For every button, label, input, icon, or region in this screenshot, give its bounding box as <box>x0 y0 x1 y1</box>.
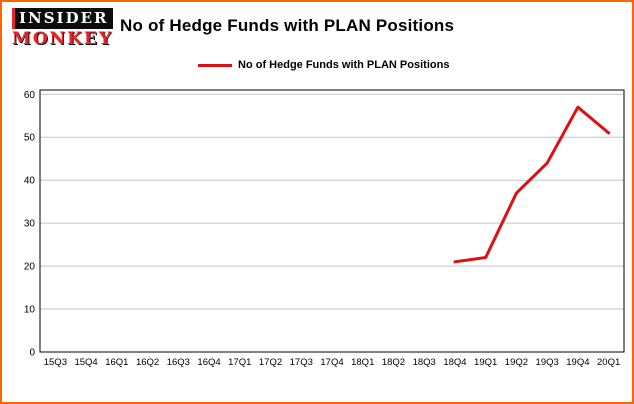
y-tick-label: 40 <box>24 176 36 187</box>
x-tick-label: 15Q3 <box>44 357 67 368</box>
legend-label: No of Hedge Funds with PLAN Positions <box>238 59 450 71</box>
y-tick-label: 10 <box>24 305 36 316</box>
x-tick-label: 17Q3 <box>290 357 313 368</box>
x-tick-label: 16Q1 <box>105 357 128 368</box>
x-tick-label: 16Q3 <box>167 357 190 368</box>
x-tick-label: 17Q2 <box>259 357 282 368</box>
logo-insider-text: INSIDER <box>12 8 114 29</box>
x-tick-label: 16Q4 <box>197 357 220 368</box>
chart-svg: 0 10 20 30 40 50 60 15Q3 15Q4 16Q1 16Q2 16Q3 16Q4 17Q… <box>24 89 625 368</box>
plot-border <box>39 89 625 353</box>
x-tick-label: 20Q1 <box>597 357 620 368</box>
x-tick-label: 18Q3 <box>413 357 436 368</box>
x-tick-label: 17Q4 <box>320 357 343 368</box>
x-tick-label: 19Q4 <box>566 357 589 368</box>
x-tick-label: 18Q2 <box>382 357 405 368</box>
x-tick-label: 19Q1 <box>474 357 497 368</box>
y-tick-label: 50 <box>24 133 36 144</box>
hedge-fund-positions-line <box>453 105 611 264</box>
x-tick-label: 19Q2 <box>505 357 528 368</box>
x-tick-label: 17Q1 <box>228 357 251 368</box>
x-tick-label: 15Q4 <box>74 357 97 368</box>
insider-monkey-logo: INSIDER MONKEY <box>12 8 114 49</box>
x-tick-label: 16Q2 <box>136 357 159 368</box>
y-tick-label: 20 <box>24 262 36 273</box>
chart-title: No of Hedge Funds with PLAN Positions <box>120 16 455 35</box>
y-tick-label: 0 <box>29 348 35 359</box>
x-tick-label: 19Q3 <box>536 357 559 368</box>
legend: No of Hedge Funds with PLAN Positions <box>198 59 449 71</box>
x-tick-label: 18Q4 <box>443 357 466 368</box>
legend-line-swatch <box>198 63 232 67</box>
logo-monkey-text: MONKEY <box>12 29 114 49</box>
y-tick-label: 60 <box>24 90 36 101</box>
y-tick-label: 30 <box>24 219 36 230</box>
x-tick-label: 18Q1 <box>351 357 374 368</box>
